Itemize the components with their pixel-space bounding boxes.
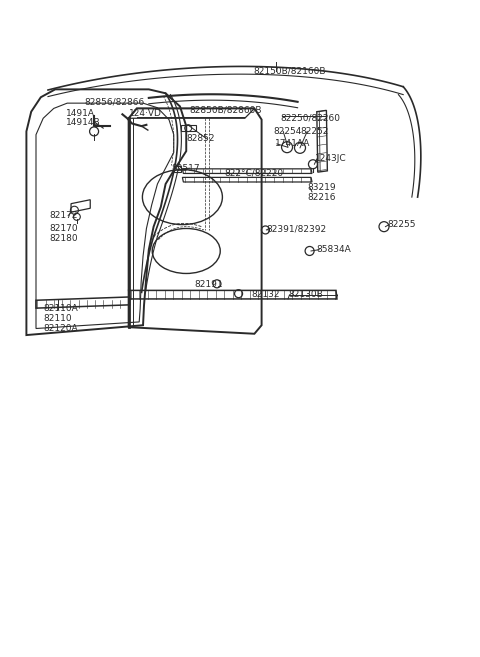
Text: 82120A: 82120A [43,324,78,333]
Text: 82150B/82160B: 82150B/82160B [253,66,326,76]
Text: 82255: 82255 [388,220,416,229]
Text: 82391/82392: 82391/82392 [266,224,326,233]
Text: 82252: 82252 [300,127,328,136]
Text: 1243JC: 1243JC [315,154,347,164]
Text: 83219: 83219 [307,183,336,192]
Text: 82110A: 82110A [43,304,78,313]
Text: 82250/82260: 82250/82260 [281,114,341,123]
Text: 822°C/82220: 822°C/82220 [224,168,283,177]
Text: 82191: 82191 [194,280,223,289]
Text: 124·VD: 124·VD [129,108,161,118]
Text: 82180: 82180 [49,234,78,243]
Text: 82254: 82254 [274,127,302,136]
Text: 82216: 82216 [307,193,336,202]
Text: 82130B: 82130B [288,290,323,300]
Text: 1491A: 1491A [66,108,95,118]
Text: 14914B: 14914B [66,118,101,127]
Text: 82110: 82110 [43,314,72,323]
Text: 82132: 82132 [251,290,279,300]
Text: 82856/82866: 82856/82866 [84,97,144,106]
Text: 82170: 82170 [49,224,78,233]
Text: 82517: 82517 [172,164,201,173]
Text: 82850B/82860B: 82850B/82860B [190,106,262,115]
Text: 85834A: 85834A [317,245,351,254]
Text: 82172: 82172 [49,211,77,220]
Text: 1741AA: 1741AA [275,139,310,148]
Text: 82852: 82852 [186,134,215,143]
